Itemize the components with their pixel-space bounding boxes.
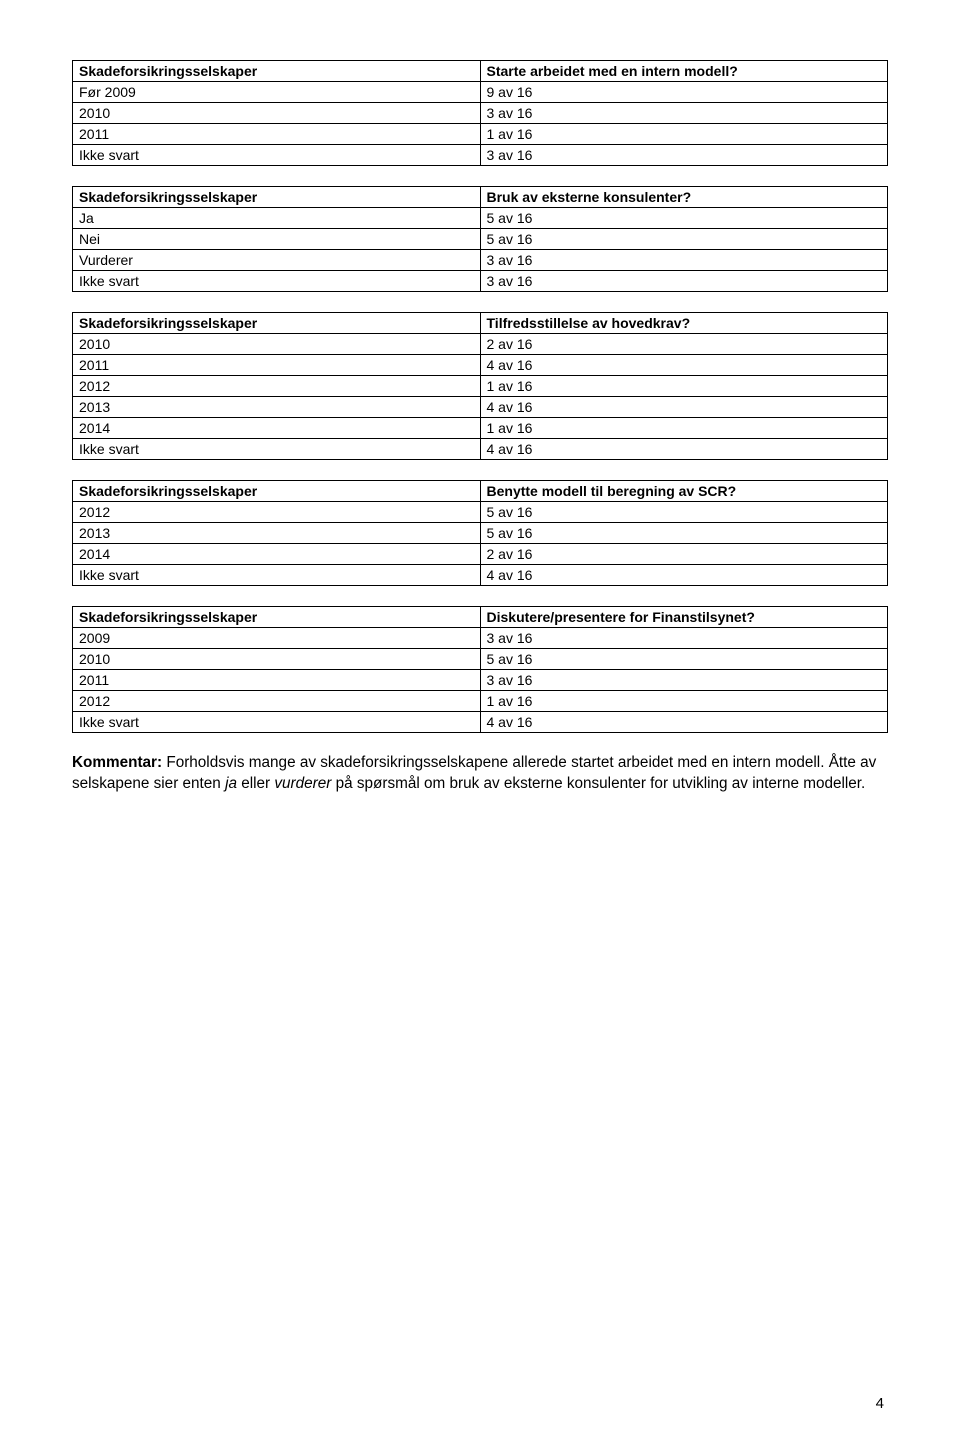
table-cell: 3 av 16 [480, 628, 888, 649]
table-cell: 3 av 16 [480, 250, 888, 271]
table-header-cell: Bruk av eksterne konsulenter? [480, 187, 888, 208]
table-row: Ikke svart 3 av 16 [73, 271, 888, 292]
kommentar-text: eller [237, 775, 274, 792]
table-cell: 2014 [73, 418, 481, 439]
table-row: 2011 3 av 16 [73, 670, 888, 691]
table-cell: Før 2009 [73, 82, 481, 103]
table-diskutere-presentere: Skadeforsikringsselskaper Diskutere/pres… [72, 606, 888, 733]
table-cell: 2010 [73, 649, 481, 670]
table-row: Ikke svart 4 av 16 [73, 565, 888, 586]
table-cell: 3 av 16 [480, 271, 888, 292]
kommentar-text: på spørsmål om bruk av eksterne konsulen… [331, 775, 865, 792]
table-tilfredsstillelse: Skadeforsikringsselskaper Tilfredsstille… [72, 312, 888, 460]
table-cell: 2012 [73, 376, 481, 397]
table-cell: 2010 [73, 334, 481, 355]
table-header-cell: Diskutere/presentere for Finanstilsynet? [480, 607, 888, 628]
table-cell: 5 av 16 [480, 229, 888, 250]
table-row: Nei 5 av 16 [73, 229, 888, 250]
kommentar-italic: vurderer [274, 775, 331, 792]
table-header-cell: Starte arbeidet med en intern modell? [480, 61, 888, 82]
table-cell: 1 av 16 [480, 691, 888, 712]
table-row: Ikke svart 3 av 16 [73, 145, 888, 166]
table-cell: Nei [73, 229, 481, 250]
table-cell: 2011 [73, 670, 481, 691]
page-content: Skadeforsikringsselskaper Starte arbeide… [0, 0, 960, 850]
table-cell: 4 av 16 [480, 355, 888, 376]
table-cell: 1 av 16 [480, 124, 888, 145]
table-cell: 2013 [73, 397, 481, 418]
table-cell: Ikke svart [73, 271, 481, 292]
table-row: 2010 3 av 16 [73, 103, 888, 124]
table-cell: 2011 [73, 124, 481, 145]
table-row: Før 2009 9 av 16 [73, 82, 888, 103]
table-cell: Ikke svart [73, 565, 481, 586]
table-cell: 2010 [73, 103, 481, 124]
table-cell: 2012 [73, 502, 481, 523]
table-cell: Ikke svart [73, 439, 481, 460]
table-row: 2010 2 av 16 [73, 334, 888, 355]
table-header-cell: Skadeforsikringsselskaper [73, 61, 481, 82]
table-row: 2011 1 av 16 [73, 124, 888, 145]
table-cell: 5 av 16 [480, 523, 888, 544]
table-cell: Vurderer [73, 250, 481, 271]
table-cell: 2 av 16 [480, 544, 888, 565]
table-row: 2014 2 av 16 [73, 544, 888, 565]
table-row: Ikke svart 4 av 16 [73, 439, 888, 460]
table-cell: 4 av 16 [480, 397, 888, 418]
table-header-cell: Benytte modell til beregning av SCR? [480, 481, 888, 502]
table-cell: Ja [73, 208, 481, 229]
kommentar-paragraph: Kommentar: Forholdsvis mange av skadefor… [72, 753, 888, 794]
table-cell: 5 av 16 [480, 502, 888, 523]
table-row: Skadeforsikringsselskaper Starte arbeide… [73, 61, 888, 82]
table-cell: 4 av 16 [480, 712, 888, 733]
table-row: 2014 1 av 16 [73, 418, 888, 439]
table-header-cell: Tilfredsstillelse av hovedkrav? [480, 313, 888, 334]
page-number: 4 [876, 1395, 884, 1412]
table-cell: 9 av 16 [480, 82, 888, 103]
table-cell: 2 av 16 [480, 334, 888, 355]
table-row: 2011 4 av 16 [73, 355, 888, 376]
table-cell: 4 av 16 [480, 439, 888, 460]
page-container: Skadeforsikringsselskaper Starte arbeide… [0, 0, 960, 1448]
table-header-cell: Skadeforsikringsselskaper [73, 481, 481, 502]
table-starte-arbeidet: Skadeforsikringsselskaper Starte arbeide… [72, 60, 888, 166]
table-row: Vurderer 3 av 16 [73, 250, 888, 271]
table-row: 2013 5 av 16 [73, 523, 888, 544]
table-cell: 1 av 16 [480, 376, 888, 397]
kommentar-label: Kommentar: [72, 754, 162, 771]
table-cell: 5 av 16 [480, 649, 888, 670]
table-row: Skadeforsikringsselskaper Tilfredsstille… [73, 313, 888, 334]
table-cell: 3 av 16 [480, 145, 888, 166]
table-cell: 2011 [73, 355, 481, 376]
table-row: 2012 1 av 16 [73, 376, 888, 397]
table-cell: 2012 [73, 691, 481, 712]
table-cell: Ikke svart [73, 712, 481, 733]
kommentar-italic: ja [225, 775, 237, 792]
table-cell: 2013 [73, 523, 481, 544]
table-row: 2012 5 av 16 [73, 502, 888, 523]
table-row: 2009 3 av 16 [73, 628, 888, 649]
table-benytte-modell: Skadeforsikringsselskaper Benytte modell… [72, 480, 888, 586]
table-row: Skadeforsikringsselskaper Diskutere/pres… [73, 607, 888, 628]
table-row: Skadeforsikringsselskaper Bruk av ekster… [73, 187, 888, 208]
table-cell: 5 av 16 [480, 208, 888, 229]
table-header-cell: Skadeforsikringsselskaper [73, 187, 481, 208]
table-cell: 3 av 16 [480, 670, 888, 691]
table-cell: 4 av 16 [480, 565, 888, 586]
table-cell: 1 av 16 [480, 418, 888, 439]
table-cell: 3 av 16 [480, 103, 888, 124]
table-eksterne-konsulenter: Skadeforsikringsselskaper Bruk av ekster… [72, 186, 888, 292]
table-row: 2010 5 av 16 [73, 649, 888, 670]
table-row: Ikke svart 4 av 16 [73, 712, 888, 733]
table-cell: 2009 [73, 628, 481, 649]
table-row: 2012 1 av 16 [73, 691, 888, 712]
table-header-cell: Skadeforsikringsselskaper [73, 313, 481, 334]
table-cell: Ikke svart [73, 145, 481, 166]
table-header-cell: Skadeforsikringsselskaper [73, 607, 481, 628]
table-row: Skadeforsikringsselskaper Benytte modell… [73, 481, 888, 502]
table-cell: 2014 [73, 544, 481, 565]
table-row: 2013 4 av 16 [73, 397, 888, 418]
table-row: Ja 5 av 16 [73, 208, 888, 229]
